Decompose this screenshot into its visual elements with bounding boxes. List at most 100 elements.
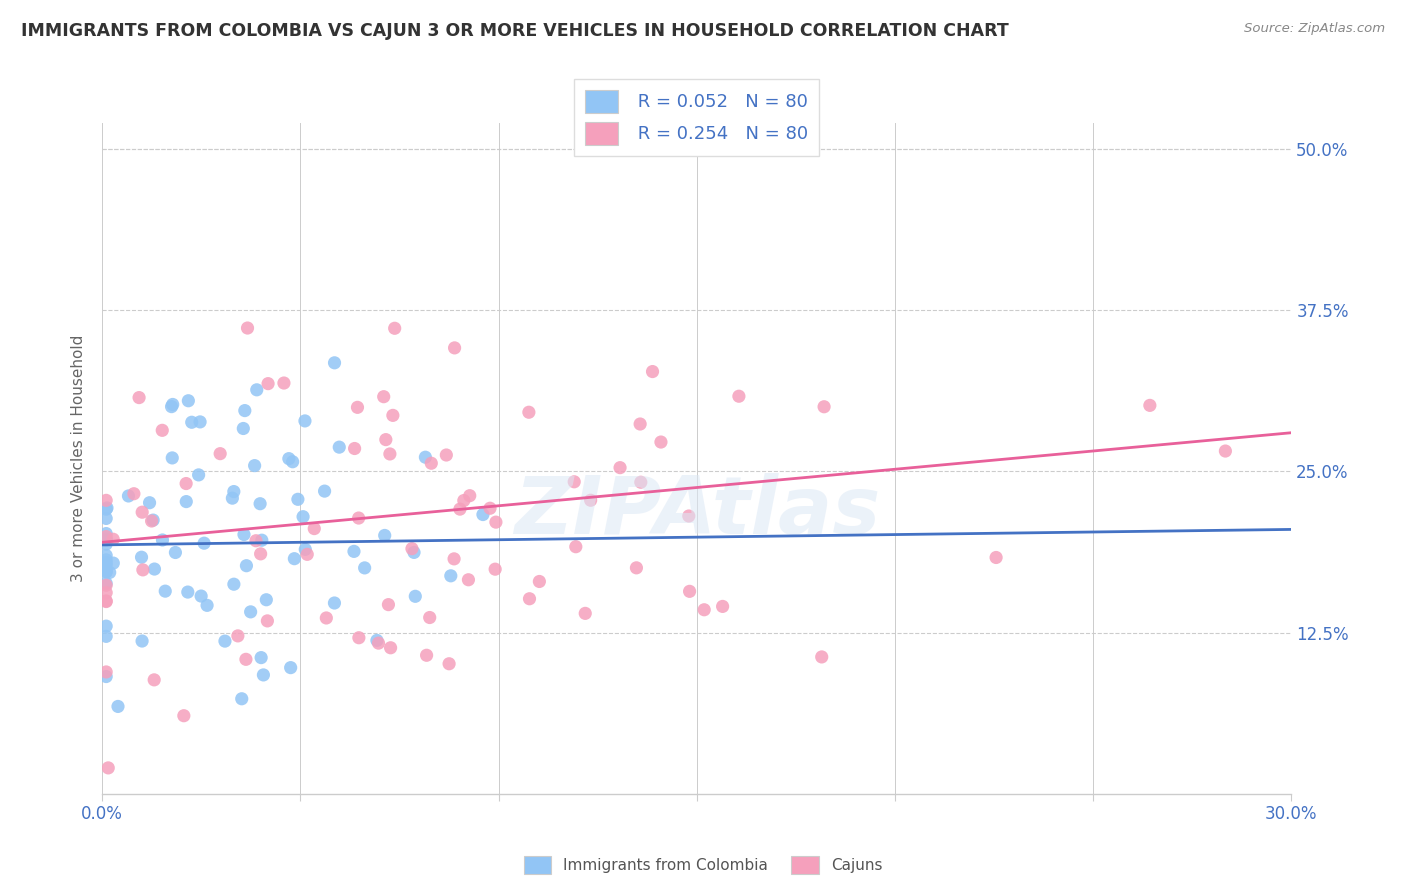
Point <box>415 450 437 465</box>
Point <box>378 447 401 461</box>
Text: IMMIGRANTS FROM COLOMBIA VS CAJUN 3 OR MORE VEHICLES IN HOUSEHOLD CORRELATION CH: IMMIGRANTS FROM COLOMBIA VS CAJUN 3 OR M… <box>21 22 1010 40</box>
Point <box>343 544 366 558</box>
Point <box>347 511 370 525</box>
Point <box>180 415 202 429</box>
Point <box>377 598 399 612</box>
Point <box>434 448 457 462</box>
Point <box>132 563 155 577</box>
Point <box>380 640 402 655</box>
Point <box>246 383 269 397</box>
Point <box>252 668 274 682</box>
Point <box>297 547 319 561</box>
Point <box>609 460 631 475</box>
Point <box>162 397 184 411</box>
Point <box>711 599 734 614</box>
Point <box>103 533 125 547</box>
Point <box>374 528 396 542</box>
Point <box>367 636 389 650</box>
Point <box>96 533 118 548</box>
Point <box>250 650 273 665</box>
Point <box>1215 444 1237 458</box>
Point <box>188 415 211 429</box>
Point <box>519 591 541 606</box>
Point <box>249 547 271 561</box>
Point <box>96 556 118 570</box>
Point <box>628 417 651 431</box>
Point <box>231 691 253 706</box>
Y-axis label: 3 or more Vehicles in Household: 3 or more Vehicles in Household <box>72 334 86 582</box>
Legend:  R = 0.052   N = 80,  R = 0.254   N = 80: R = 0.052 N = 80, R = 0.254 N = 80 <box>575 78 820 156</box>
Point <box>131 505 153 519</box>
Point <box>420 456 443 470</box>
Point <box>404 590 426 604</box>
Point <box>678 508 700 523</box>
Point <box>96 629 118 643</box>
Point <box>243 458 266 473</box>
Point <box>650 435 672 450</box>
Point <box>233 527 256 541</box>
Point <box>177 393 200 408</box>
Point <box>222 484 245 499</box>
Point <box>103 556 125 570</box>
Point <box>810 649 832 664</box>
Point <box>280 660 302 674</box>
Point <box>107 699 129 714</box>
Point <box>143 673 166 687</box>
Point <box>630 475 652 490</box>
Point <box>292 509 315 524</box>
Point <box>283 551 305 566</box>
Point <box>346 401 368 415</box>
Point <box>579 493 602 508</box>
Point <box>96 565 118 579</box>
Point <box>226 629 249 643</box>
Point <box>96 500 118 515</box>
Point <box>96 669 118 683</box>
Point <box>96 549 118 563</box>
Point <box>143 562 166 576</box>
Point <box>565 540 588 554</box>
Point <box>96 578 118 592</box>
Point <box>233 403 256 417</box>
Point <box>141 514 163 528</box>
Point <box>221 491 243 505</box>
Point <box>678 584 700 599</box>
Point <box>281 455 304 469</box>
Point <box>343 442 366 456</box>
Point <box>162 450 184 465</box>
Point <box>174 494 197 508</box>
Point <box>693 603 716 617</box>
Point <box>187 467 209 482</box>
Point <box>96 530 118 544</box>
Text: Source: ZipAtlas.com: Source: ZipAtlas.com <box>1244 22 1385 36</box>
Point <box>174 476 197 491</box>
Point <box>245 533 267 548</box>
Point <box>384 321 406 335</box>
Point <box>347 631 370 645</box>
Point <box>96 665 118 679</box>
Point <box>131 634 153 648</box>
Point <box>641 365 664 379</box>
Point <box>150 423 173 437</box>
Point <box>96 511 118 525</box>
Point <box>458 489 481 503</box>
Point <box>222 577 245 591</box>
Point <box>440 569 463 583</box>
Point <box>419 610 441 624</box>
Point <box>249 497 271 511</box>
Point <box>96 585 118 599</box>
Point <box>173 708 195 723</box>
Point <box>239 605 262 619</box>
Point <box>190 589 212 603</box>
Point <box>235 558 257 573</box>
Point <box>96 576 118 591</box>
Point <box>96 537 118 551</box>
Point <box>813 400 835 414</box>
Point <box>256 614 278 628</box>
Point <box>138 496 160 510</box>
Point <box>214 634 236 648</box>
Point <box>479 501 502 516</box>
Point <box>373 390 395 404</box>
Point <box>485 515 508 529</box>
Point <box>165 545 187 559</box>
Point <box>277 451 299 466</box>
